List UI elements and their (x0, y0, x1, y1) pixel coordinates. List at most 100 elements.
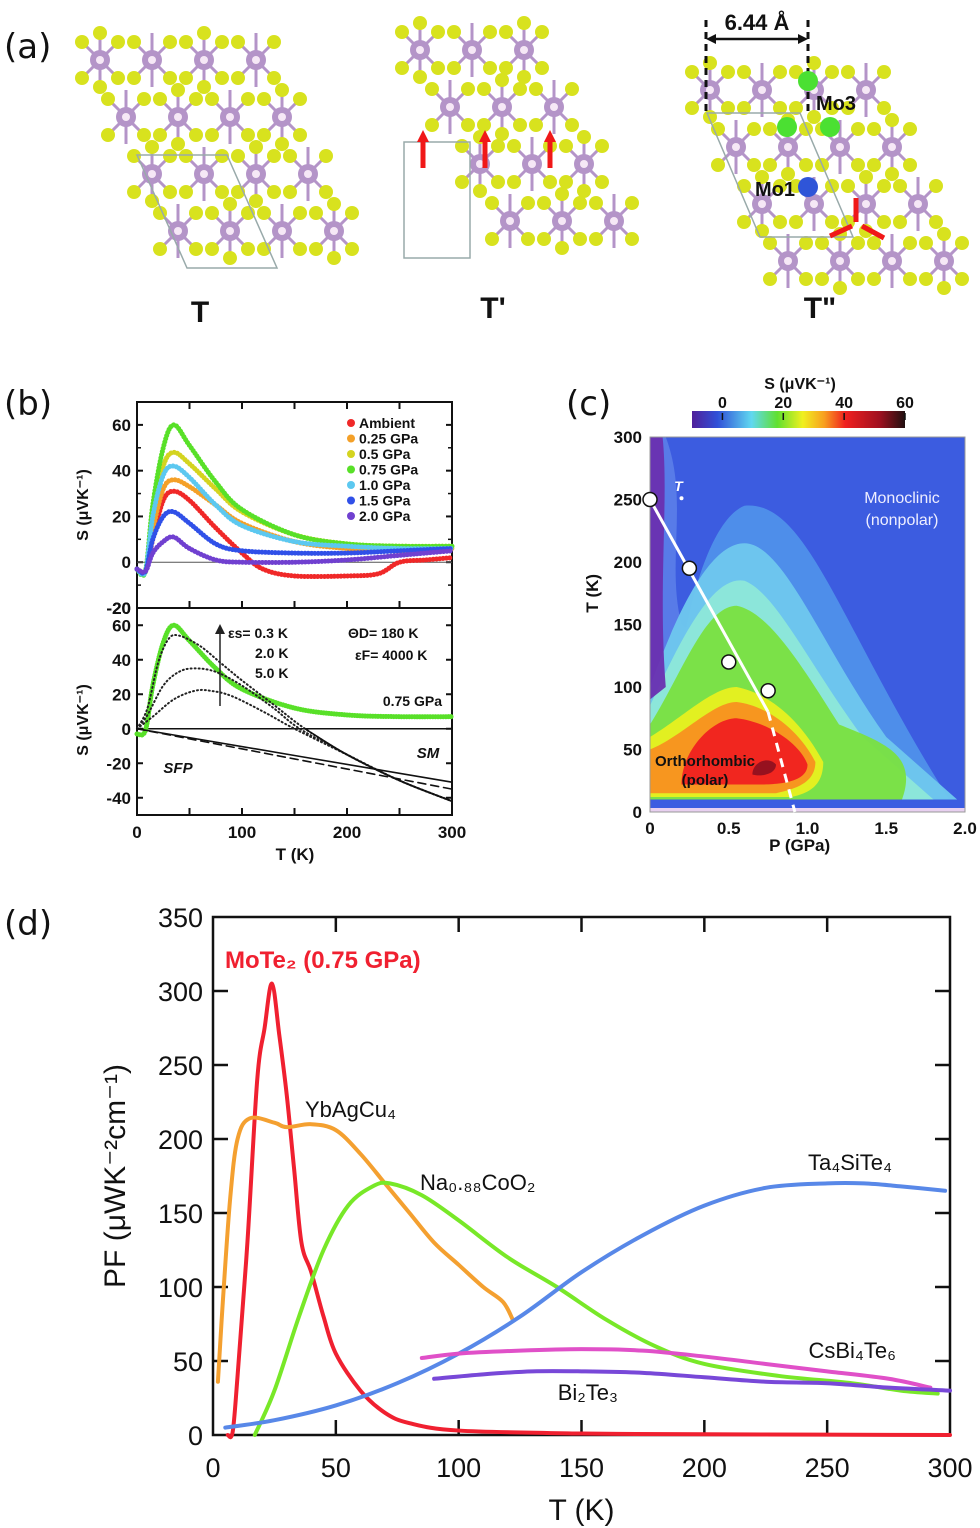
te-atom (477, 118, 491, 132)
te-atom (737, 179, 751, 193)
sfp-label: SFP (163, 760, 193, 777)
te-atom (205, 128, 219, 142)
te-atom (127, 149, 141, 163)
te-atom (799, 158, 813, 172)
y-tick-label: 100 (158, 1273, 203, 1303)
te-atom (455, 175, 469, 189)
y-tick-label: 300 (158, 977, 203, 1007)
te-atom (163, 149, 177, 163)
te-atom (395, 61, 409, 75)
panel-c-chart: 0 20 40 60 S (μVK⁻¹) T 0 50 100 150 200 250 300 0 0.5 1… (583, 376, 977, 855)
te-atom (559, 175, 573, 189)
x-tick-label: 100 (436, 1453, 481, 1483)
te-atom (929, 179, 943, 193)
te-atom (179, 71, 193, 85)
mo-atom-highlight (836, 143, 844, 151)
mo-atom-highlight (200, 170, 208, 178)
mo-atom-highlight (506, 217, 514, 225)
y-tick-label: 250 (614, 491, 642, 510)
te-atom (205, 206, 219, 220)
te-atom (153, 92, 167, 106)
y-tick-label: 0 (122, 720, 131, 739)
te-atom (517, 70, 531, 84)
te-atom (919, 272, 933, 286)
mo-atom-highlight (330, 227, 338, 235)
x-tick-label: 200 (682, 1453, 727, 1483)
te-atom (101, 92, 115, 106)
te-atom (319, 185, 333, 199)
x-tick-label: 0 (205, 1453, 220, 1483)
te-atom (215, 71, 229, 85)
mo-atom-highlight (122, 113, 130, 121)
te-atom (425, 82, 439, 96)
te-atom (461, 82, 475, 96)
mo-atom-highlight (862, 86, 870, 94)
te-atom (267, 35, 281, 49)
te-atom (573, 196, 587, 210)
te-atom (867, 158, 881, 172)
y-tick-label: 60 (112, 416, 131, 435)
legend-marker (347, 512, 355, 520)
x-tick-label: 300 (927, 1453, 972, 1483)
legend-marker (347, 450, 355, 458)
te-atom (431, 61, 445, 75)
te-atom (529, 118, 543, 132)
x-tick-label: 50 (321, 1453, 351, 1483)
series-ybagcu4 (215, 1115, 515, 1384)
te-atom (877, 101, 891, 115)
te-atom (747, 122, 761, 136)
panel-d-label: (d) (4, 904, 52, 944)
te-atom (215, 149, 229, 163)
mo-atom-highlight (468, 46, 476, 54)
te-atom (937, 227, 951, 241)
x-tick-label: 200 (333, 823, 361, 842)
legend-label: 1.5 GPa (359, 493, 411, 509)
mo-atom-highlight (148, 170, 156, 178)
y-tick-label: 40 (112, 651, 131, 670)
mo-atom-highlight (278, 113, 286, 121)
te-atom (577, 130, 591, 144)
te-atom (799, 122, 813, 136)
te-atom (841, 101, 855, 115)
te-atom (293, 242, 307, 256)
te-atom (903, 158, 917, 172)
te-atom (111, 35, 125, 49)
colorbar-tick-label: 20 (774, 395, 792, 412)
mo-atom-highlight (200, 56, 208, 64)
te-atom (153, 128, 167, 142)
panel-d-chart: 0 50 100 150 200 250 300 0 50 100 150 200 250 300 350 P… (99, 903, 973, 1527)
te-atom (215, 35, 229, 49)
x-tick-label: 150 (559, 1453, 604, 1483)
te-atom (189, 92, 203, 106)
series--s-5-0-k (136, 688, 453, 803)
te-atom (93, 80, 107, 94)
series--s-2-0-k (136, 667, 453, 803)
te-atom (799, 272, 813, 286)
te-atom (319, 149, 333, 163)
te-atom (231, 71, 245, 85)
d-x-axis-label: T (K) (548, 1494, 614, 1527)
legend-label: 0.25 GPa (359, 431, 418, 447)
legend-label: 0.5 GPa (359, 446, 411, 462)
te-atom (189, 206, 203, 220)
te-atom (395, 25, 409, 39)
te-atom (773, 101, 787, 115)
te-atom (565, 118, 579, 132)
y-tick-label: 40 (112, 462, 131, 481)
y-tick-label: 200 (158, 1125, 203, 1155)
mo3-atom (777, 117, 797, 137)
te-atom (537, 196, 551, 210)
te-atom (851, 122, 865, 136)
te-atom (127, 71, 141, 85)
te-atom (595, 139, 609, 153)
te-atom (877, 65, 891, 79)
structure-label-T-double-prime: T" (804, 292, 837, 325)
te-atom (293, 206, 307, 220)
te-atom (507, 175, 521, 189)
y-tick-label: -20 (106, 599, 131, 618)
mo-atom-highlight (836, 257, 844, 265)
te-atom (773, 215, 787, 229)
te-atom (327, 197, 341, 211)
transition-line-solid (648, 498, 770, 713)
